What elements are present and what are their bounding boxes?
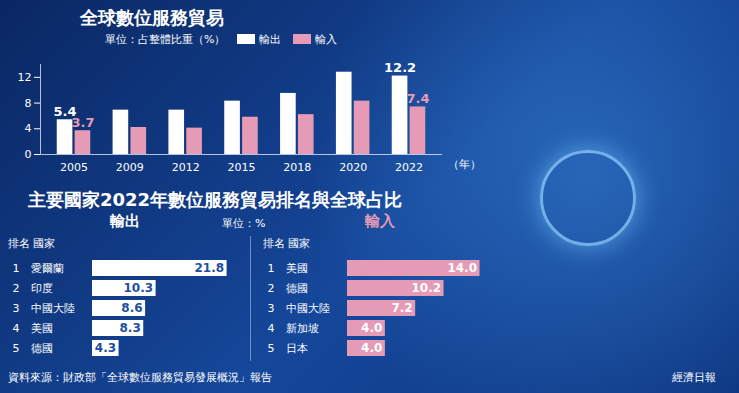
svg-text:4.0: 4.0: [361, 341, 382, 355]
svg-text:4.0: 4.0: [361, 321, 382, 335]
html-text:輸出: 輸出: [259, 33, 282, 46]
html-text:排名 國家: 排名 國家: [263, 237, 311, 250]
svg-text:4.3: 4.3: [95, 341, 116, 355]
svg-text:美國: 美國: [31, 322, 53, 335]
svg-text:2020: 2020: [339, 161, 367, 174]
svg-text:12.2: 12.2: [384, 60, 416, 75]
svg-text:3: 3: [268, 302, 275, 315]
svg-text:印度: 印度: [31, 282, 53, 295]
html-text:資料來源：財政部「全球數位服務貿易發展概況」報告: 資料來源：財政部「全球數位服務貿易發展概況」報告: [8, 371, 272, 384]
svg-text:1: 1: [268, 262, 275, 275]
svg-text:3: 3: [13, 302, 20, 315]
svg-text:2018: 2018: [283, 161, 311, 174]
html-text:輸入: 輸入: [365, 212, 395, 230]
svg-text:10.2: 10.2: [411, 281, 441, 295]
svg-text:7.4: 7.4: [406, 91, 429, 106]
svg-text:12: 12: [18, 71, 32, 84]
svg-text:2: 2: [268, 282, 275, 295]
svg-text:7.2: 7.2: [391, 301, 412, 315]
svg-text:新加坡: 新加坡: [286, 322, 319, 335]
html-text:輸入: 輸入: [315, 33, 338, 46]
svg-text:美國: 美國: [286, 262, 308, 275]
svg-text:2: 2: [13, 282, 20, 295]
svg-text:德國: 德國: [286, 282, 308, 295]
svg-text:2005: 2005: [60, 161, 88, 174]
svg-text:愛爾蘭: 愛爾蘭: [31, 262, 64, 275]
svg-text:1: 1: [13, 262, 20, 275]
svg-text:德國: 德國: [31, 342, 53, 355]
svg-text:3.7: 3.7: [71, 115, 94, 130]
svg-text:4: 4: [25, 122, 32, 135]
svg-text:5: 5: [13, 342, 20, 355]
svg-text:2022: 2022: [395, 161, 423, 174]
svg-text:8.6: 8.6: [121, 301, 142, 315]
svg-text:4: 4: [13, 322, 20, 335]
svg-text:日本: 日本: [286, 342, 308, 355]
svg-text:14.0: 14.0: [447, 261, 477, 275]
svg-text:8: 8: [25, 97, 32, 110]
svg-text:2012: 2012: [172, 161, 200, 174]
svg-text:5: 5: [268, 342, 275, 355]
svg-text:10.3: 10.3: [123, 281, 153, 295]
svg-text:2009: 2009: [116, 161, 144, 174]
html-text:（年）: （年）: [448, 158, 481, 171]
html-text:全球數位服務貿易: 全球數位服務貿易: [80, 7, 224, 28]
svg-text:中國大陸: 中國大陸: [286, 302, 330, 315]
svg-text:5.4: 5.4: [53, 103, 77, 119]
svg-text:21.8: 21.8: [194, 261, 224, 275]
svg-text:0: 0: [25, 148, 32, 161]
svg-text:2015: 2015: [228, 161, 256, 174]
svg-text:中國大陸: 中國大陸: [31, 302, 75, 315]
html-text:單位：%: 單位：%: [222, 217, 266, 230]
html-text:單位：占整體比重（%）: 單位：占整體比重（%）: [105, 33, 226, 46]
html-text:經濟日報: 經濟日報: [672, 371, 716, 384]
svg-text:8.3: 8.3: [119, 321, 140, 335]
html-text:輸出: 輸出: [110, 212, 140, 230]
html-text:主要國家2022年數位服務貿易排名與全球占比: 主要國家2022年數位服務貿易排名與全球占比: [28, 189, 403, 210]
html-text:排名 國家: 排名 國家: [8, 237, 56, 250]
svg-text:4: 4: [268, 322, 275, 335]
